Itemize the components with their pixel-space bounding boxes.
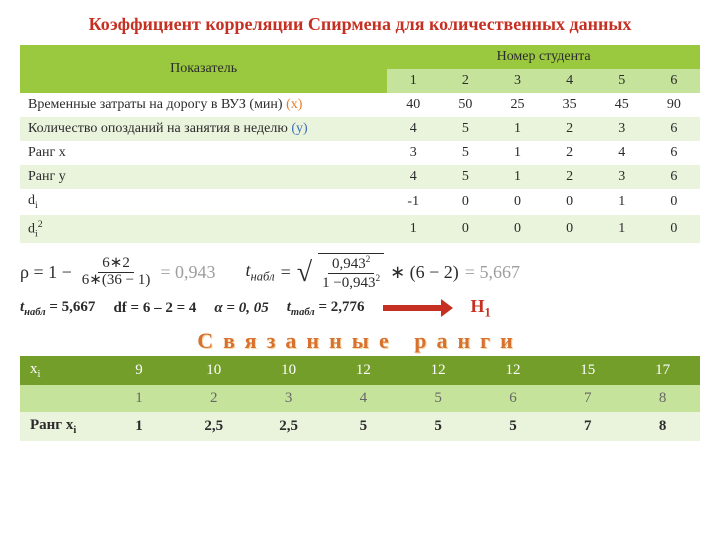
table-row: Ранг y451236 (20, 165, 700, 189)
table-row: Временные затраты на дорогу в ВУЗ (мин) … (20, 93, 700, 117)
col-student: Номер студента (387, 45, 700, 69)
table-row: 12345678 (20, 385, 700, 412)
tied-ranks-title: Связанные ранги (20, 328, 700, 354)
tied-table: xi91010121212151712345678Ранг xi12,52,55… (20, 356, 700, 441)
table-row: Ранг xi12,52,555578 (20, 412, 700, 441)
col-indicator: Показатель (20, 45, 387, 93)
formula-row: ρ = 1 − 6∗2 6∗(36 − 1) = 0,943 tнабл = √… (20, 253, 700, 292)
table-row: Количество опозданий на занятия в неделю… (20, 117, 700, 141)
page-title: Коэффициент корреляции Спирмена для коли… (20, 14, 700, 35)
table-row: xi910101212121517 (20, 356, 700, 385)
table-row: di-100010 (20, 189, 700, 215)
table-row: Ранг x351246 (20, 141, 700, 165)
main-table: Показатель Номер студента 12 34 56 Време… (20, 45, 700, 243)
arrow-icon (383, 301, 453, 315)
table-row: di2100010 (20, 215, 700, 243)
stats-row: tнабл = 5,667 df = 6 – 2 = 4 α = 0, 05 t… (20, 296, 700, 321)
